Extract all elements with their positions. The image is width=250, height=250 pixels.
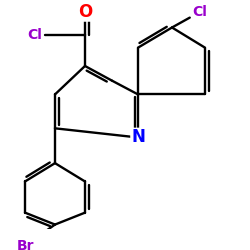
Text: O: O bbox=[78, 3, 92, 21]
Text: Br: Br bbox=[16, 239, 34, 250]
Text: N: N bbox=[131, 128, 145, 146]
Text: Cl: Cl bbox=[192, 5, 208, 19]
Text: Cl: Cl bbox=[28, 28, 42, 42]
